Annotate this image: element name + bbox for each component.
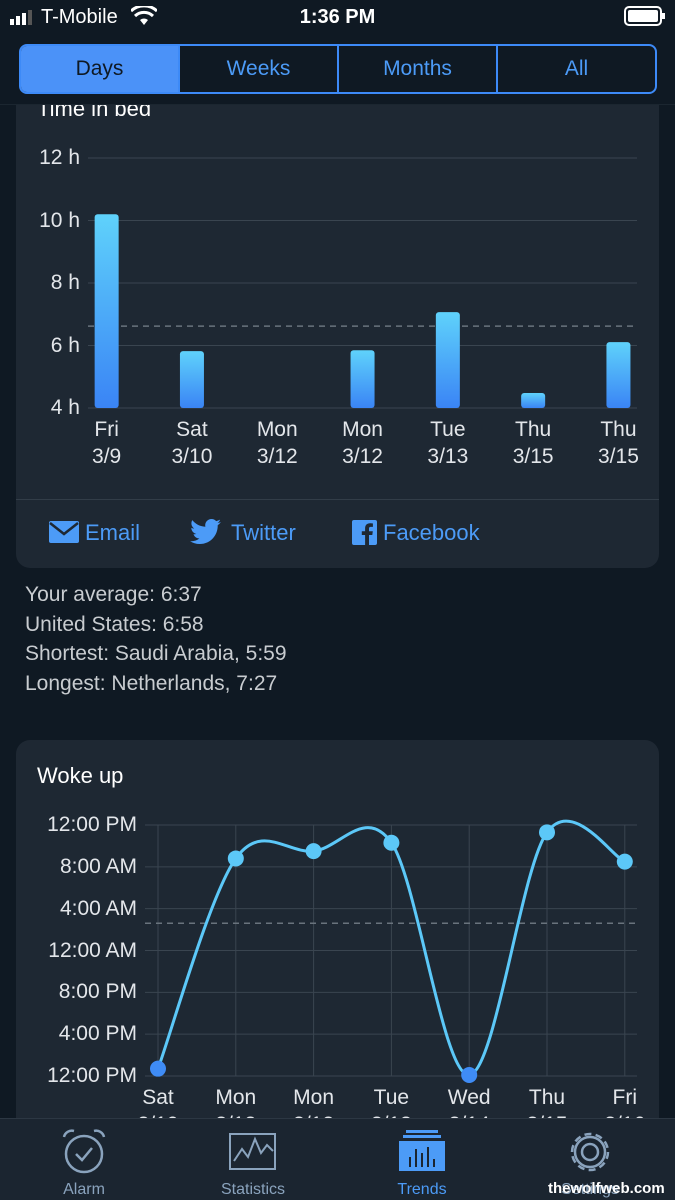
point — [539, 824, 555, 841]
segmented-control: Days Weeks Months All — [19, 44, 657, 94]
tab-item[interactable]: Trends — [397, 1181, 447, 1198]
stat-line: United States: 6:58 — [25, 612, 204, 636]
x-tick-label: Thu 3/15 — [598, 418, 639, 468]
segment-tab[interactable]: Days — [21, 46, 178, 92]
watermark: thewolfweb.com — [548, 1180, 665, 1197]
tab-item[interactable]: Statistics — [220, 1181, 285, 1198]
card-title: Woke up — [37, 763, 124, 788]
bar — [606, 342, 631, 408]
facebook-icon — [352, 520, 377, 545]
stat-line: Longest: Netherlands, 7:27 — [25, 671, 278, 695]
x-tick-label: Sat 3/10 — [171, 418, 213, 468]
y-tick-label: 4:00 PM — [58, 1022, 137, 1046]
divider — [16, 499, 659, 500]
twitter-icon — [190, 519, 221, 544]
y-tick-label: 8:00 PM — [58, 980, 137, 1004]
header: T-Mobile 1:36 PM Days Weeks Months All — [0, 0, 675, 105]
y-tick-label: 12 h — [39, 146, 80, 169]
bar — [350, 350, 375, 408]
clock: 1:36 PM — [299, 6, 376, 28]
tab-bar: Alarm Statistics Trends Settings — [0, 1118, 675, 1200]
point — [616, 853, 633, 870]
tab-item[interactable]: Settings — [561, 1181, 619, 1198]
share-twitter[interactable]: Twitter — [231, 520, 296, 545]
wifi-icon — [131, 6, 157, 25]
y-tick-label: 12:00 PM — [47, 1064, 137, 1087]
point — [227, 850, 244, 867]
y-tick-label: 12:00 PM — [47, 813, 137, 836]
point — [150, 1060, 166, 1077]
share-facebook[interactable]: Facebook — [383, 520, 480, 545]
point — [305, 843, 322, 860]
x-tick-label: Thu 3/15 — [512, 418, 554, 468]
stat-line: Shortest: Saudi Arabia, 5:59 — [25, 642, 287, 665]
battery-icon — [624, 6, 665, 26]
point — [461, 1066, 478, 1083]
bar — [179, 351, 204, 408]
y-tick-label: 8 h — [50, 271, 80, 294]
y-tick-label: 12:00 AM — [48, 938, 137, 962]
bar — [435, 312, 460, 408]
y-tick-label: 6 h — [50, 333, 80, 357]
tab-item[interactable]: Alarm — [63, 1181, 105, 1198]
tab-icons — [62, 1129, 610, 1174]
email-icon — [49, 521, 79, 543]
segment-tab[interactable]: Weeks — [178, 46, 337, 92]
bar — [94, 214, 119, 408]
carrier: T-Mobile — [41, 6, 118, 28]
x-tick-label: Fri 3/9 — [92, 418, 122, 468]
segment-tab[interactable]: Months — [337, 46, 496, 92]
y-tick-label: 8:00 AM — [59, 854, 137, 878]
point — [383, 834, 400, 851]
share-email[interactable]: Email — [85, 520, 141, 545]
bar — [521, 393, 546, 408]
x-tick-label: Mon 3/12 — [256, 418, 298, 468]
stat-line: Your average: 6:37 — [25, 583, 202, 606]
y-tick-label: 4 h — [50, 396, 80, 419]
y-tick-label: 4:00 AM — [59, 896, 137, 920]
segment-tab[interactable]: All — [496, 46, 655, 92]
time-in-bed-card — [16, 86, 659, 568]
y-tick-label: 10 h — [39, 208, 80, 232]
x-tick-label: Mon 3/12 — [342, 418, 383, 468]
signal-icon — [10, 10, 32, 25]
x-tick-label: Tue 3/13 — [427, 418, 469, 468]
